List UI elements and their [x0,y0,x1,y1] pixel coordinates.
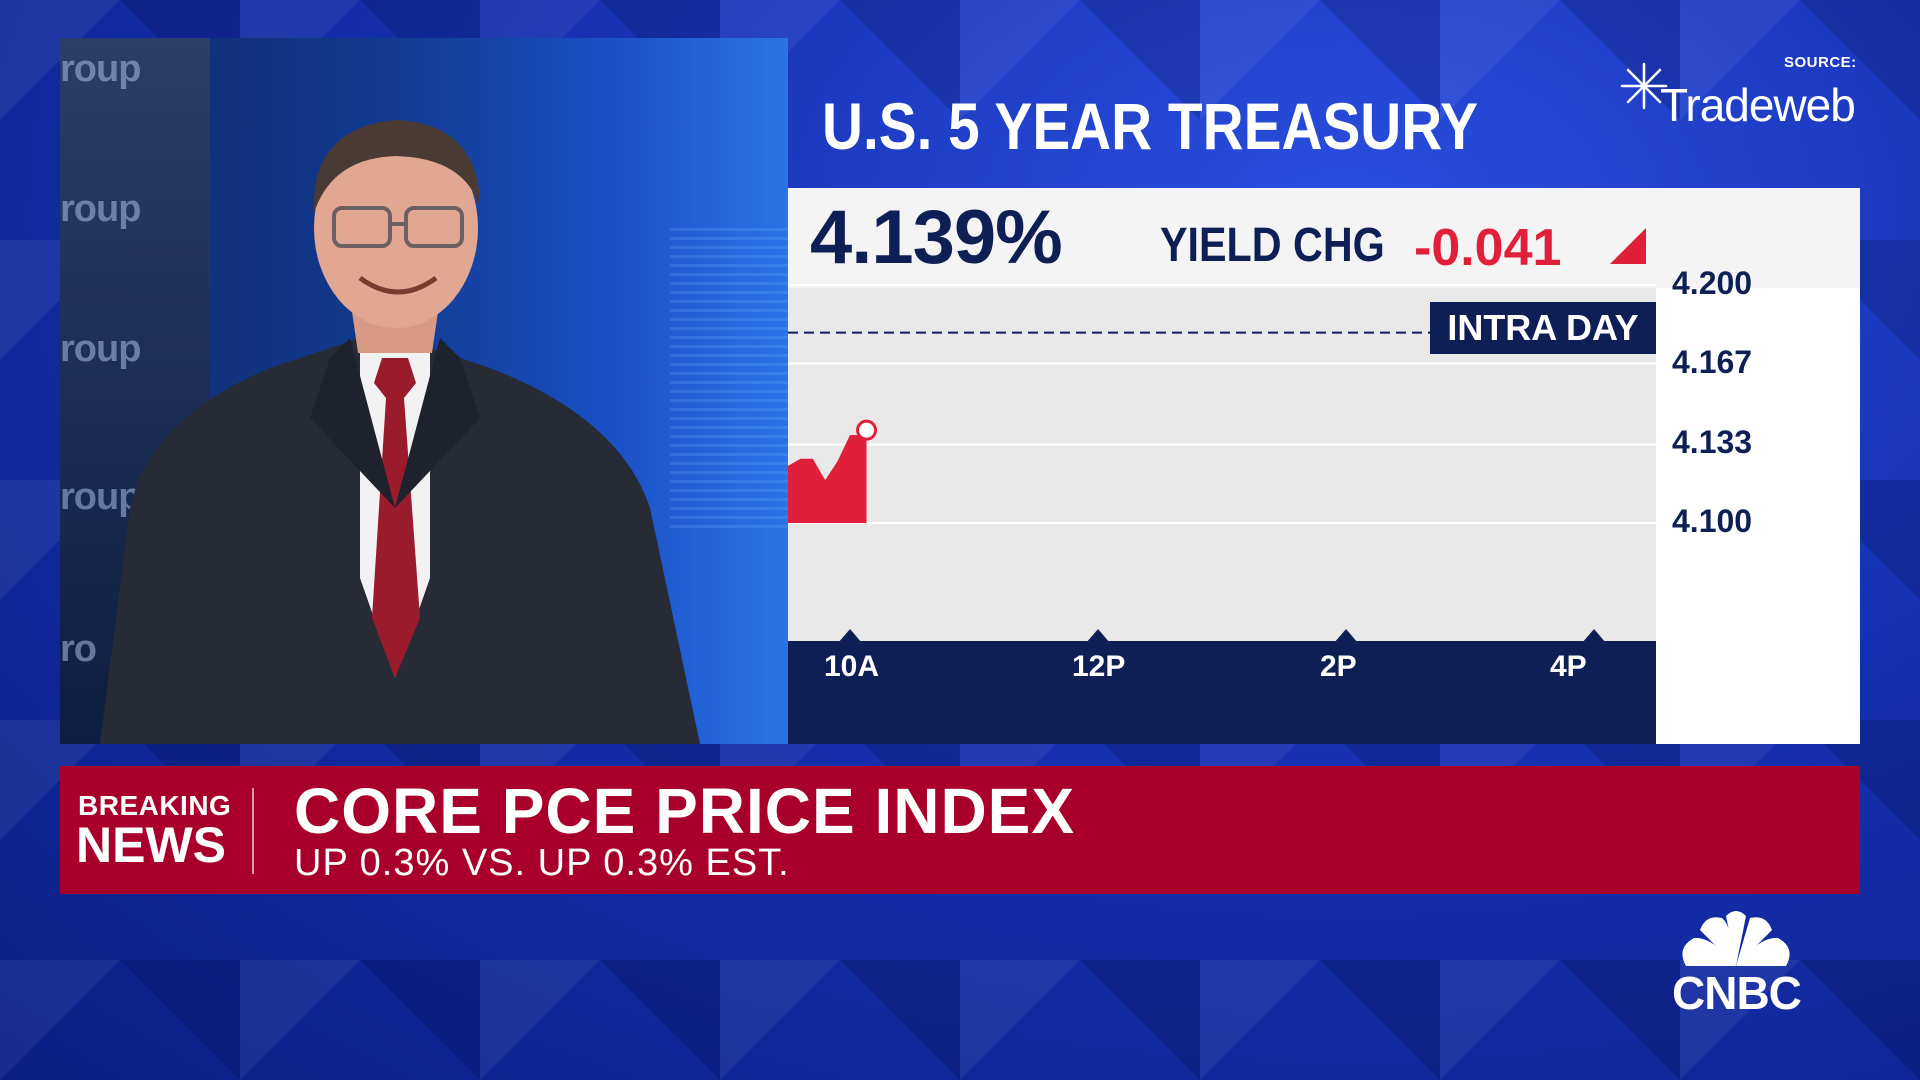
down-triangle-icon [1610,228,1646,264]
wall-text: roup [60,48,141,90]
video-feed: roup roup roup roup ro [60,38,788,744]
wall-text: roup [60,328,141,370]
breaking-news-bar: BREAKING NEWS CORE PCE PRICE INDEX UP 0.… [60,766,1860,894]
x-tick-notch [1334,629,1358,643]
y-tick-label: 4.200 [1672,265,1753,301]
intraday-badge: INTRA DAY [1430,302,1656,354]
news-headline: CORE PCE PRICE INDEX [294,775,1076,847]
network-logo: CNBC [1672,967,1802,1019]
x-tick-label: 10A [824,650,880,683]
yield-value: 4.139% [810,195,1063,280]
news-label: NEWS [76,817,226,873]
cnbc-peacock-icon [1682,911,1790,966]
quote-header: 4.139% YIELD CHG -0.041 [788,188,1860,288]
x-tick-label: 4P [1550,650,1587,683]
y-tick-label: 4.133 [1672,424,1753,461]
y-tick-label: 4.167 [1672,343,1753,380]
chart-panel: 4.139% YIELD CHG -0.041 INTRA DAY 4.200 … [788,188,1860,744]
series-area [788,430,867,523]
breaking-label: BREAKING [78,790,232,821]
chart-plot [788,284,1656,643]
chart-title: U.S. 5 YEAR TREASURY [822,89,1479,163]
x-tick-notch [1086,629,1110,643]
y-axis-area [1656,288,1860,744]
x-tick-label: 12P [1072,650,1126,683]
wall-text: roup [60,476,141,518]
last-point-marker [856,419,878,441]
x-axis-band [788,641,1656,744]
background-ticker-board [670,228,788,528]
x-tick-notch [1582,629,1606,643]
x-tick-label: 2P [1320,650,1357,683]
news-divider [252,788,254,874]
yield-change-label: YIELD CHG [1160,219,1385,272]
yield-change-value: -0.041 [1414,219,1562,277]
x-tick-notch [838,629,862,643]
y-tick-label: 4.100 [1672,503,1753,539]
wall-text: roup [60,188,141,230]
source-label: SOURCE: [1784,54,1857,71]
source-name: Tradeweb [1660,79,1856,131]
tradeweb-logo-icon [1620,62,1668,110]
anchor-figure [100,120,700,744]
wall-text: ro [60,628,97,670]
news-subhead: UP 0.3% VS. UP 0.3% EST. [294,842,790,884]
